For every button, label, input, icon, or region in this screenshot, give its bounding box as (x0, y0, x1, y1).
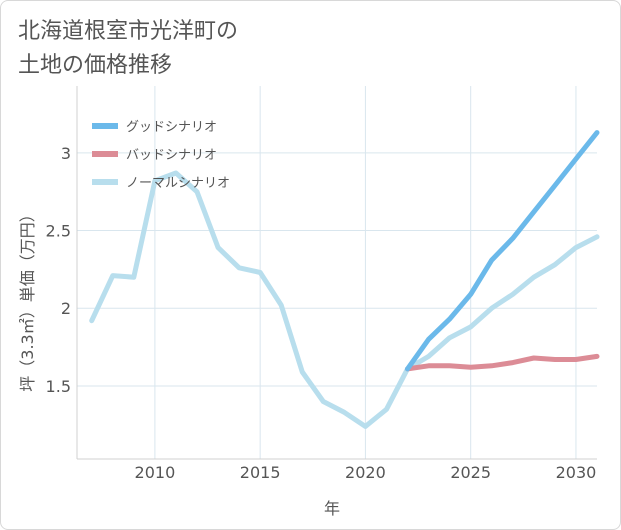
series-line-1 (405, 353, 600, 372)
y-tick-label-0: 1.5 (46, 377, 71, 396)
x-axis-label: 年 (324, 499, 340, 518)
x-tick-label-1: 2015 (240, 463, 281, 482)
grid-lines (77, 86, 597, 459)
series-line-0 (405, 130, 600, 372)
series-lines (89, 130, 600, 429)
y-axis-label: 坪（3.3㎡）単価（万円） (18, 206, 37, 391)
x-tick-label-4: 2030 (556, 463, 597, 482)
y-tick-label-2: 2.5 (46, 222, 71, 241)
y-axis-ticks: 1.5 2 2.5 3 (46, 144, 71, 396)
x-tick-label-2: 2020 (345, 463, 386, 482)
chart-title: 北海道根室市光洋町の 土地の価格推移 (18, 15, 418, 83)
x-tick-label-3: 2025 (450, 463, 491, 482)
chart-title-line-1: 北海道根室市光洋町の (18, 19, 239, 44)
y-tick-label-3: 3 (61, 144, 71, 163)
x-tick-label-0: 2010 (135, 463, 176, 482)
series-line-2 (89, 170, 600, 429)
chart-title-line-2: 土地の価格推移 (18, 53, 173, 78)
plot-border (76, 86, 597, 460)
legend-label-2: ノーマルシナリオ (126, 176, 230, 191)
x-axis-ticks: 2010 2015 2020 2025 2030 (135, 463, 597, 482)
y-tick-label-1: 2 (61, 299, 71, 318)
legend-label-1: バッドシナリオ (126, 148, 217, 163)
legend-label-0: グッドシナリオ (126, 120, 217, 135)
